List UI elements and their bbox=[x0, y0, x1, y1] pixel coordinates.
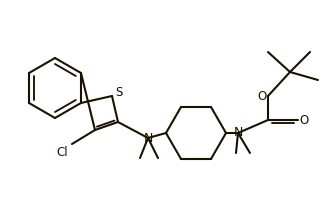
Text: N: N bbox=[233, 127, 243, 140]
Text: N: N bbox=[143, 132, 153, 144]
Text: O: O bbox=[299, 114, 309, 127]
Text: Cl: Cl bbox=[56, 146, 68, 158]
Text: O: O bbox=[258, 90, 267, 102]
Text: S: S bbox=[115, 86, 123, 98]
